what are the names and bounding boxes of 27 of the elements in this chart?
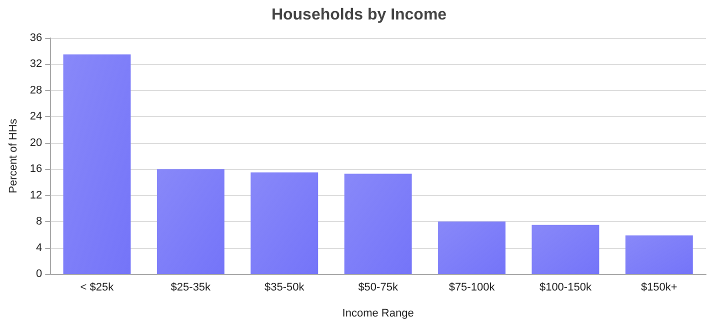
x-tick-label: $25-35k xyxy=(170,282,212,294)
y-tick-label: 12 xyxy=(30,189,42,202)
x-axis-title: Income Range xyxy=(342,308,414,320)
y-tick-label: 16 xyxy=(30,163,42,176)
bar xyxy=(250,172,318,274)
y-tick-label: 36 xyxy=(30,32,42,44)
y-axis-title: Percent of HHs xyxy=(8,118,20,194)
y-tick-label: 20 xyxy=(30,136,42,149)
bar xyxy=(438,222,506,274)
y-tick-label: 0 xyxy=(36,268,42,280)
x-tick-label: $35-50k xyxy=(264,282,305,294)
x-tick-label: $150k+ xyxy=(640,282,678,294)
y-tick-label: 8 xyxy=(36,216,42,228)
bar xyxy=(625,235,693,274)
y-tick-label: 28 xyxy=(30,84,42,96)
x-tick-label: $50-75k xyxy=(358,282,398,294)
bar xyxy=(532,224,600,274)
y-tick-label: 24 xyxy=(30,110,42,123)
x-tick-label: $75-100k xyxy=(448,282,496,294)
bar xyxy=(344,174,412,274)
bar xyxy=(156,169,224,274)
x-tick-label: < $25k xyxy=(80,282,114,294)
bar xyxy=(63,54,131,274)
x-tick-label: $100-150k xyxy=(539,282,592,294)
y-tick-label: 32 xyxy=(30,58,42,70)
chart-title: Households by Income xyxy=(271,6,447,24)
y-tick-label: 4 xyxy=(36,242,42,254)
